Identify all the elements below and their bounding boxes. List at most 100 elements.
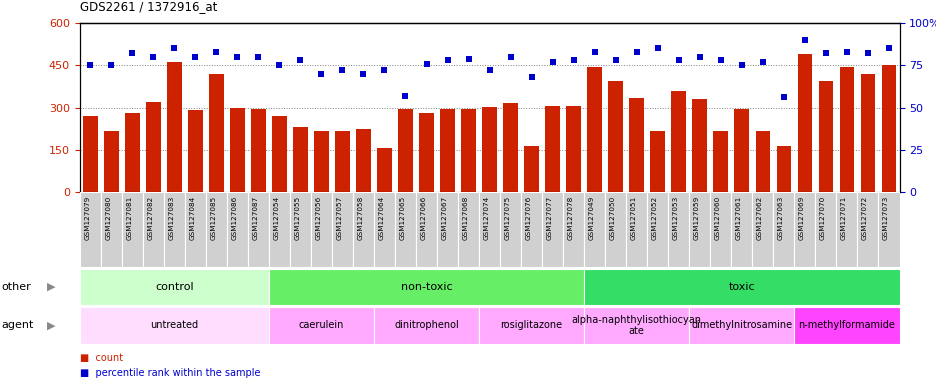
- Point: [229, 54, 244, 60]
- Point: [712, 57, 727, 63]
- Point: [209, 49, 224, 55]
- Text: alpha-naphthylisothiocyan
ate: alpha-naphthylisothiocyan ate: [571, 314, 701, 336]
- Text: GSM127059: GSM127059: [693, 196, 699, 240]
- Text: GSM127077: GSM127077: [546, 196, 552, 240]
- Bar: [772, 192, 794, 267]
- Point: [839, 49, 854, 55]
- Bar: [398, 109, 413, 192]
- Bar: [164, 192, 184, 267]
- Point: [503, 54, 518, 60]
- Point: [797, 37, 812, 43]
- Bar: [503, 103, 518, 192]
- Text: GSM127058: GSM127058: [357, 196, 363, 240]
- Point: [187, 54, 202, 60]
- Point: [104, 62, 119, 68]
- Point: [650, 45, 665, 51]
- Bar: [836, 192, 856, 267]
- Bar: [395, 192, 416, 267]
- Bar: [269, 307, 373, 344]
- Text: GSM127083: GSM127083: [168, 196, 174, 240]
- Bar: [692, 99, 707, 192]
- Text: control: control: [154, 282, 194, 292]
- Point: [167, 45, 182, 51]
- Text: GSM127072: GSM127072: [861, 196, 867, 240]
- Bar: [734, 109, 749, 192]
- Text: GSM127060: GSM127060: [714, 196, 720, 240]
- Point: [124, 50, 139, 56]
- Text: rosiglitazone: rosiglitazone: [500, 320, 563, 331]
- Bar: [206, 192, 227, 267]
- Text: GSM127067: GSM127067: [441, 196, 447, 240]
- Bar: [647, 192, 667, 267]
- Bar: [104, 131, 119, 192]
- Bar: [776, 146, 790, 192]
- Bar: [797, 54, 812, 192]
- Bar: [650, 131, 665, 192]
- Point: [565, 57, 580, 63]
- Text: GSM127078: GSM127078: [567, 196, 573, 240]
- Bar: [331, 192, 353, 267]
- Bar: [373, 192, 395, 267]
- Point: [859, 50, 874, 56]
- Text: dimethylnitrosamine: dimethylnitrosamine: [691, 320, 792, 331]
- Text: GSM127074: GSM127074: [483, 196, 489, 240]
- Text: n-methylformamide: n-methylformamide: [797, 320, 895, 331]
- Bar: [752, 192, 772, 267]
- Point: [440, 57, 455, 63]
- Point: [754, 59, 769, 65]
- Text: ■  percentile rank within the sample: ■ percentile rank within the sample: [80, 368, 260, 378]
- Bar: [418, 113, 433, 192]
- Text: GSM127071: GSM127071: [841, 196, 846, 240]
- Point: [376, 67, 391, 73]
- Text: GSM127064: GSM127064: [378, 196, 384, 240]
- Text: GSM127080: GSM127080: [105, 196, 111, 240]
- Bar: [709, 192, 731, 267]
- Bar: [80, 192, 100, 267]
- Point: [734, 62, 749, 68]
- Point: [817, 50, 832, 56]
- Point: [293, 57, 308, 63]
- Bar: [563, 192, 583, 267]
- Bar: [605, 192, 625, 267]
- Point: [692, 54, 707, 60]
- Bar: [881, 65, 896, 192]
- Point: [314, 71, 329, 77]
- Text: GSM127085: GSM127085: [210, 196, 216, 240]
- Bar: [856, 192, 878, 267]
- Text: ▶: ▶: [47, 282, 55, 292]
- Bar: [209, 74, 224, 192]
- Point: [523, 74, 538, 80]
- Text: GSM127087: GSM127087: [252, 196, 258, 240]
- Bar: [629, 98, 643, 192]
- Bar: [583, 192, 605, 267]
- Bar: [100, 192, 122, 267]
- Bar: [478, 307, 583, 344]
- Bar: [859, 74, 874, 192]
- Bar: [461, 109, 475, 192]
- Bar: [269, 192, 289, 267]
- Bar: [607, 81, 622, 192]
- Bar: [229, 108, 244, 192]
- Bar: [667, 192, 689, 267]
- Bar: [247, 192, 269, 267]
- Bar: [545, 106, 560, 192]
- Text: dinitrophenol: dinitrophenol: [394, 320, 459, 331]
- Text: GSM127079: GSM127079: [84, 196, 90, 240]
- Bar: [565, 106, 580, 192]
- Text: GSM127084: GSM127084: [189, 196, 195, 240]
- Text: GSM127052: GSM127052: [651, 196, 657, 240]
- Point: [418, 61, 433, 67]
- Bar: [314, 131, 329, 192]
- Text: ▶: ▶: [47, 320, 55, 331]
- Bar: [814, 192, 836, 267]
- Text: GSM127057: GSM127057: [336, 196, 342, 240]
- Bar: [373, 307, 478, 344]
- Point: [461, 55, 475, 61]
- Point: [481, 67, 496, 73]
- Bar: [436, 192, 458, 267]
- Bar: [167, 63, 182, 192]
- Point: [251, 54, 266, 60]
- Bar: [878, 192, 899, 267]
- Point: [271, 62, 286, 68]
- Text: GSM127068: GSM127068: [462, 196, 468, 240]
